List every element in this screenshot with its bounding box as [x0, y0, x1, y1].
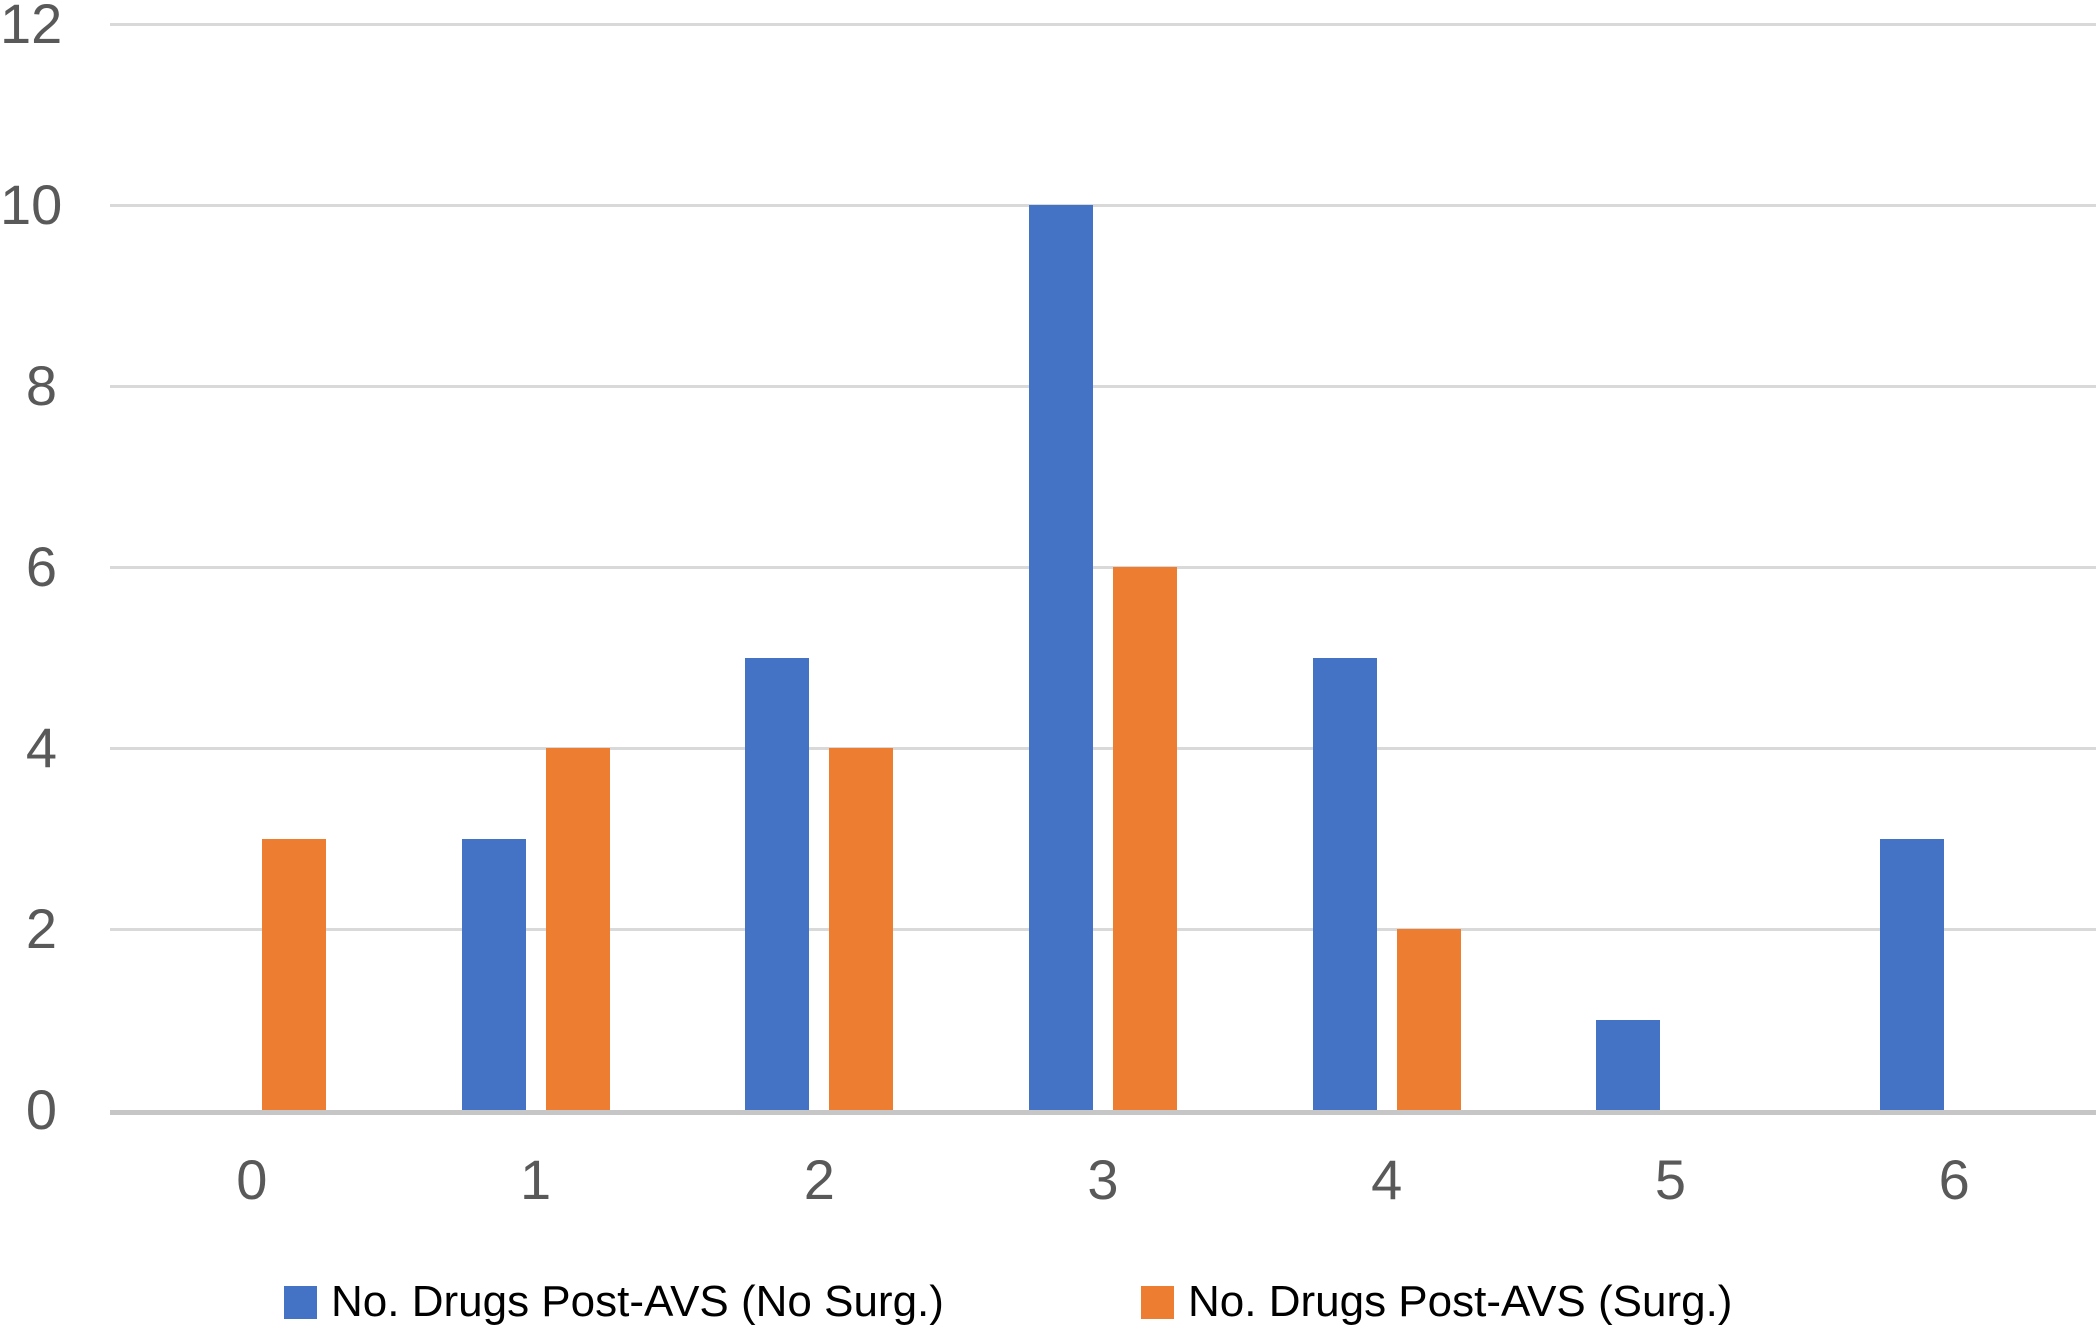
x-axis-tick-label: 1 — [519, 1148, 552, 1211]
x-axis-tick-label: 0 — [236, 1148, 268, 1211]
legend-label-surg: No. Drugs Post-AVS (Surg.) — [1188, 1277, 1733, 1326]
gridline — [110, 565, 2096, 569]
x-axis-tick-label: 3 — [1087, 1148, 1119, 1211]
x-axis-line — [110, 1110, 2096, 1115]
bar-series-0-cat-1 — [461, 838, 526, 1110]
y-axis-tick-label: 0 — [25, 1078, 57, 1141]
y-axis-tick-label: 2 — [25, 897, 57, 960]
bar-series-1-cat-0 — [261, 838, 326, 1110]
gridline — [110, 203, 2096, 207]
legend-item-no-surg: No. Drugs Post-AVS (No Surg.) — [284, 1276, 944, 1328]
legend-item-surg: No. Drugs Post-AVS (Surg.) — [1141, 1276, 1732, 1328]
gridline — [110, 746, 2096, 750]
bar-series-0-cat-5 — [1596, 1019, 1661, 1110]
x-axis-tick-label: 5 — [1654, 1148, 1686, 1211]
gridline — [110, 384, 2096, 388]
bar-series-0-cat-6 — [1880, 838, 1945, 1110]
x-axis-tick-label: 6 — [1938, 1148, 1970, 1211]
y-axis-tick-label: 10 — [0, 173, 63, 236]
x-axis-tick-label: 2 — [803, 1148, 835, 1211]
legend-swatch-no-surg — [284, 1285, 317, 1319]
x-axis-tick-label: 4 — [1371, 1148, 1403, 1211]
bar-series-0-cat-2 — [745, 657, 810, 1110]
y-axis-tick-label: 12 — [0, 0, 63, 55]
gridline — [110, 927, 2096, 931]
legend-swatch-surg — [1141, 1285, 1174, 1319]
bar-series-1-cat-4 — [1396, 929, 1461, 1110]
legend-label-no-surg: No. Drugs Post-AVS (No Surg.) — [331, 1277, 944, 1326]
y-axis-tick-label: 4 — [25, 716, 57, 779]
bar-series-0-cat-3 — [1029, 205, 1093, 1110]
bar-series-1-cat-1 — [545, 748, 610, 1110]
bar-series-1-cat-3 — [1113, 567, 1177, 1110]
y-axis-tick-label: 8 — [25, 354, 57, 417]
y-axis-tick-label: 6 — [25, 535, 57, 598]
bar-series-1-cat-2 — [829, 748, 894, 1110]
bar-series-0-cat-4 — [1312, 657, 1377, 1110]
gridline — [110, 22, 2096, 26]
